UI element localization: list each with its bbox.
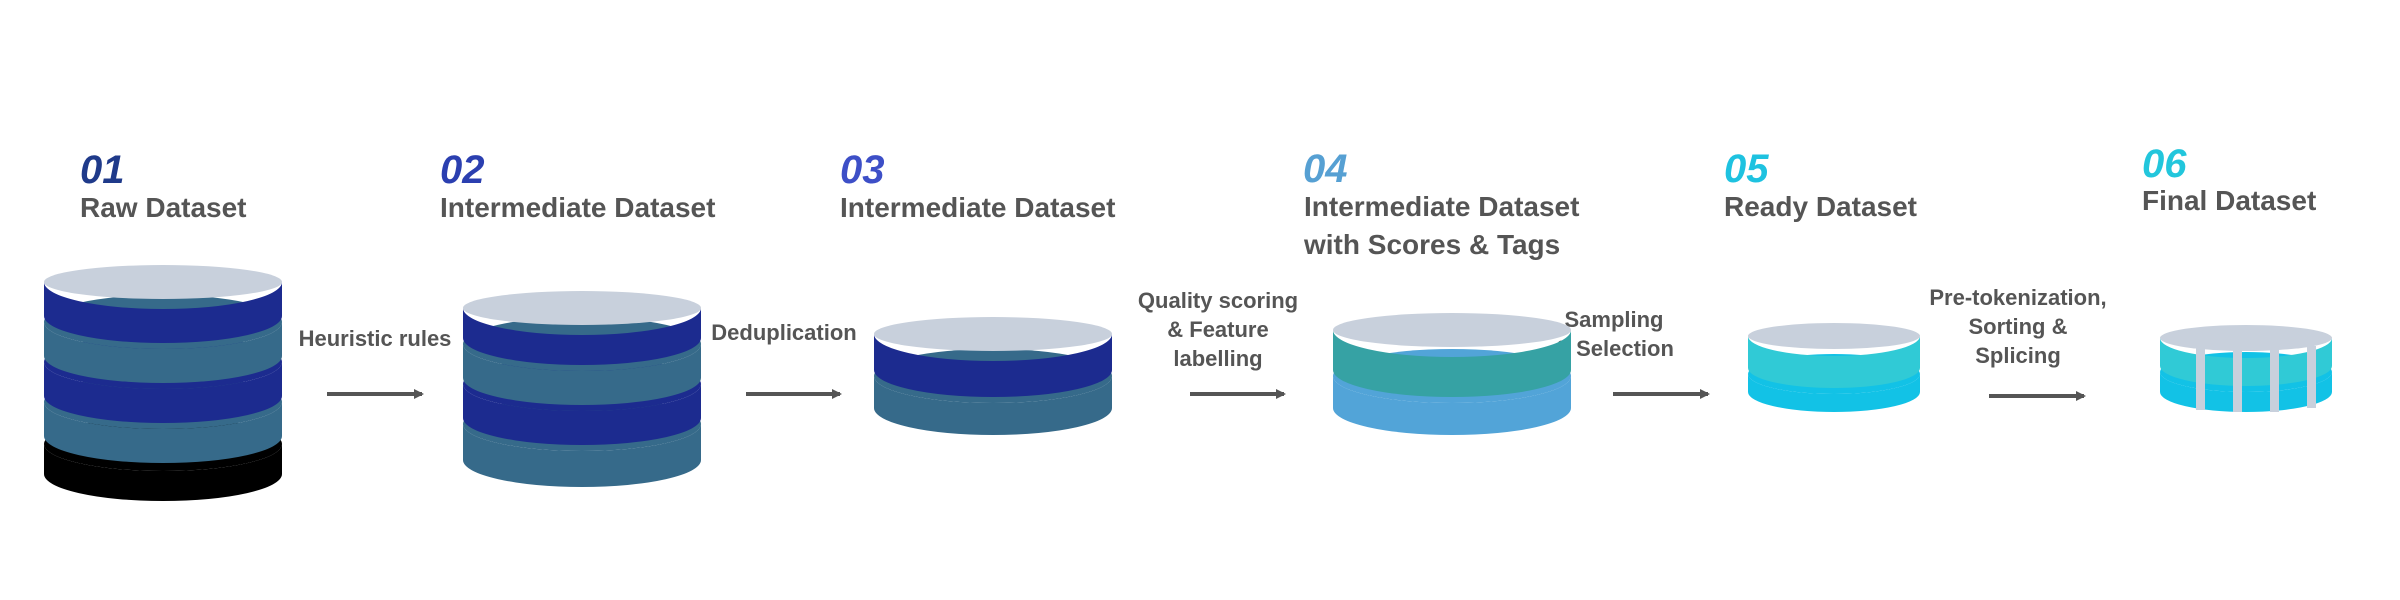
process-label-3-line2: & Feature <box>1167 317 1269 342</box>
splice-divider-4 <box>2307 346 2316 408</box>
cylinder-05-cap <box>1748 323 1920 349</box>
stage-number-06: 06 <box>2142 142 2187 186</box>
process-label-3-line1: Quality scoring <box>1137 288 1299 313</box>
process-label-3-line3: labelling <box>1173 346 1263 371</box>
process-label-1-line1: Heuristic rules <box>298 326 452 351</box>
cylinder-04-cap <box>1333 313 1571 347</box>
process-label-1: Heuristic rules <box>299 324 452 353</box>
dataset-cylinder-01 <box>44 265 282 501</box>
stage-title-03: Intermediate Dataset <box>840 192 1116 223</box>
process-label-5-line1: Pre-tokenization, <box>1929 285 2107 310</box>
stage-title-05: Ready Dataset <box>1724 191 1917 222</box>
process-label-5-line2: Sorting & <box>1968 314 2068 339</box>
stage-number-03: 03 <box>840 148 885 192</box>
stage-title-04-line2: with Scores & Tags <box>1304 229 1561 260</box>
stage-title-06: Final Dataset <box>2142 185 2317 216</box>
stage-number-02: 02 <box>440 148 485 192</box>
cylinder-01-cap <box>44 265 282 299</box>
dataset-cylinder-03 <box>874 317 1112 435</box>
stage-number-05: 05 <box>1724 147 1769 191</box>
process-label-5-line3: Splicing <box>1975 343 2061 368</box>
stage-title-02: Intermediate Dataset <box>440 192 716 223</box>
process-label-4-line2: & Selection <box>1554 336 1674 361</box>
process-label-4-line1: Sampling <box>1564 307 1664 332</box>
dataset-cylinder-02 <box>463 291 701 487</box>
stage-number-01: 01 <box>80 148 125 192</box>
stage-title-04-line1: Intermediate Dataset <box>1304 191 1580 222</box>
dataset-cylinder-04 <box>1333 313 1571 435</box>
splice-divider-3 <box>2270 350 2279 412</box>
cylinder-03-cap <box>874 317 1112 351</box>
cylinder-02-cap <box>463 291 701 325</box>
splice-divider-1 <box>2196 346 2205 410</box>
process-label-5: Pre-tokenization, Sorting & Splicing <box>1929 283 2106 370</box>
process-label-4: Sampling & Selection <box>1554 305 1674 363</box>
dataset-cylinder-05 <box>1748 323 1920 412</box>
stage-number-04: 04 <box>1303 147 1348 191</box>
process-label-2-line1: Deduplication <box>711 320 857 345</box>
cylinder-06-cap <box>2160 325 2332 351</box>
stage-title-01: Raw Dataset <box>80 192 247 223</box>
dataset-cylinder-06 <box>2160 325 2332 412</box>
process-label-3: Quality scoring & Feature labelling <box>1138 286 1298 373</box>
splice-divider-2 <box>2233 350 2242 412</box>
process-label-2: Deduplication <box>711 318 856 347</box>
